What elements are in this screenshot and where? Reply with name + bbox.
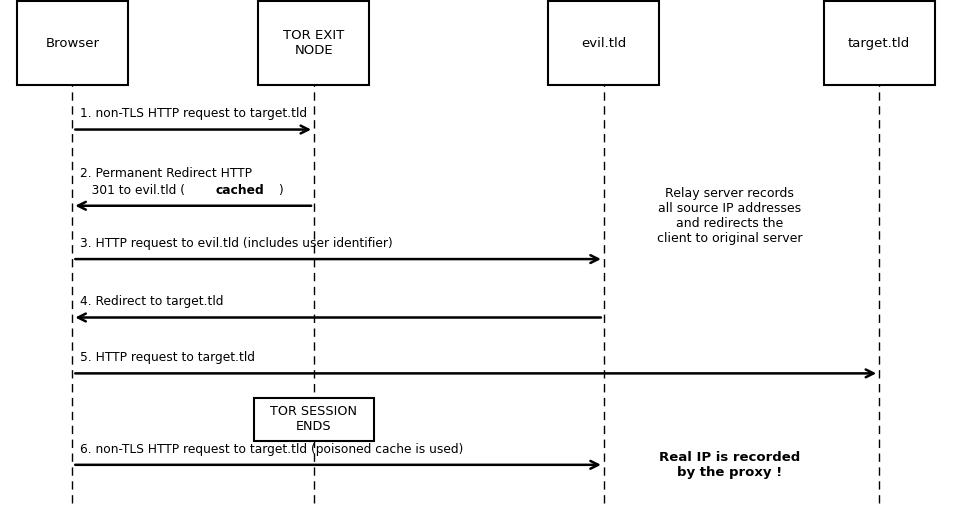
Text: 2. Permanent Redirect HTTP: 2. Permanent Redirect HTTP	[80, 167, 252, 180]
Text: target.tld: target.tld	[848, 37, 910, 50]
Text: 4. Redirect to target.tld: 4. Redirect to target.tld	[80, 295, 224, 308]
Text: 5. HTTP request to target.tld: 5. HTTP request to target.tld	[80, 351, 255, 364]
Text: evil.tld: evil.tld	[582, 37, 626, 50]
Text: TOR EXIT
NODE: TOR EXIT NODE	[283, 29, 345, 57]
Text: 1. non-TLS HTTP request to target.tld: 1. non-TLS HTTP request to target.tld	[80, 107, 307, 120]
Text: Real IP is recorded
by the proxy !: Real IP is recorded by the proxy !	[659, 451, 800, 479]
Text: Browser: Browser	[45, 37, 99, 50]
Bar	[253, 397, 375, 441]
Text: cached: cached	[215, 183, 265, 197]
Bar	[823, 1, 935, 85]
Text: Relay server records
all source IP addresses
and redirects the
client to origina: Relay server records all source IP addre…	[657, 187, 802, 245]
Bar	[16, 1, 128, 85]
Text: 301 to evil.tld (: 301 to evil.tld (	[80, 183, 185, 197]
Text: 3. HTTP request to evil.tld (includes user identifier): 3. HTTP request to evil.tld (includes us…	[80, 237, 393, 250]
Text: TOR SESSION
ENDS: TOR SESSION ENDS	[270, 405, 357, 433]
Text: 6. non-TLS HTTP request to target.tld (poisoned cache is used): 6. non-TLS HTTP request to target.tld (p…	[80, 442, 464, 456]
Bar	[259, 1, 369, 85]
Bar	[549, 1, 660, 85]
Text: ): )	[278, 183, 283, 197]
